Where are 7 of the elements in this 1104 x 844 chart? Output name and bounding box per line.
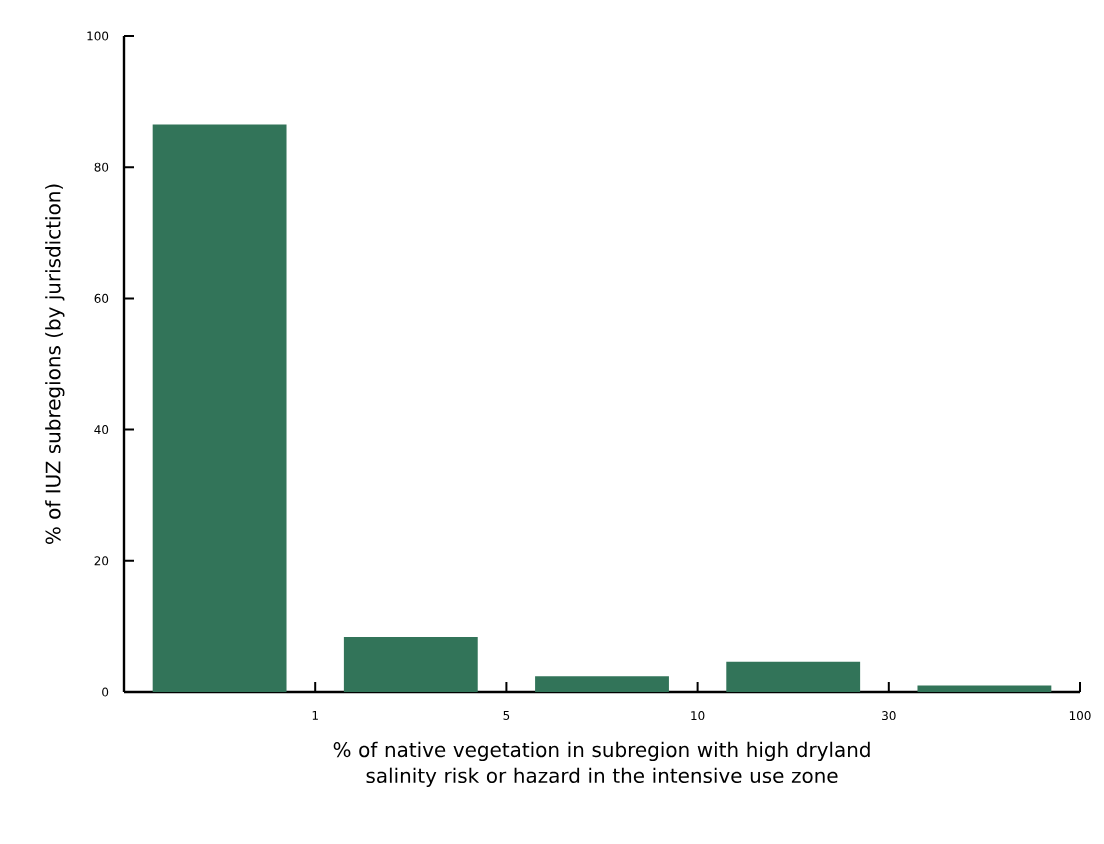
y-axis-title: % of IUZ subregions (by jurisdiction) (45, 184, 65, 544)
bar (343, 636, 478, 692)
bar (152, 124, 287, 692)
bar (726, 661, 861, 692)
bar (535, 676, 669, 692)
x-axis-title: % of native vegetation in subregion with high dryland salinity risk or hazard in the intensive use zone (333, 741, 870, 787)
bar (917, 685, 1052, 692)
